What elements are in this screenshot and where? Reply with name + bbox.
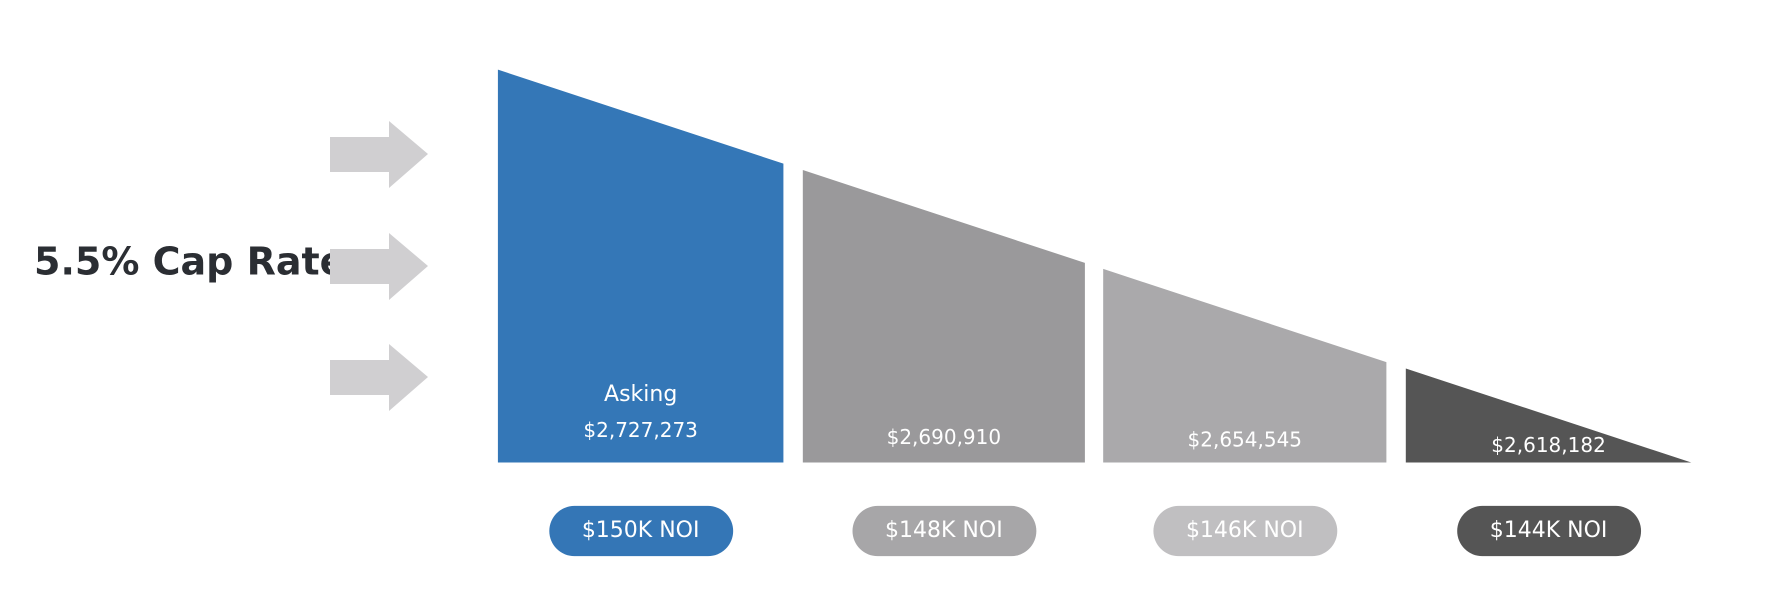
segment-label: Asking: [604, 382, 677, 407]
noi-label: $150K NOI: [582, 518, 700, 543]
segment-price: $2,618,182: [1491, 433, 1606, 457]
segment: [802, 170, 1085, 463]
noi-label: $146K NOI: [1186, 518, 1304, 543]
segment: [1405, 368, 1692, 463]
arrows: [330, 121, 428, 411]
arrow: [330, 233, 428, 300]
noi-label: $144K NOI: [1490, 518, 1608, 543]
segment-price: $2,690,910: [887, 425, 1002, 449]
title: 5.5% Cap Rate: [34, 240, 345, 284]
arrow: [330, 121, 428, 188]
noi-pill: [852, 505, 1037, 557]
noi-pill: [1153, 505, 1338, 557]
noi-label: $148K NOI: [885, 518, 1003, 543]
segment-price: $2,654,545: [1188, 427, 1303, 451]
segment-price: $2,727,273: [583, 418, 698, 442]
noi-pill: [1457, 505, 1642, 557]
noi-pill: [549, 505, 734, 557]
segment: [497, 69, 784, 463]
segment: [1103, 268, 1387, 463]
arrow: [330, 344, 428, 411]
